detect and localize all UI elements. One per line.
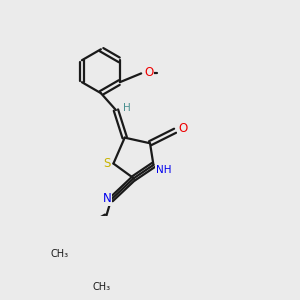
Text: CH₃: CH₃ [92,282,110,292]
Text: O: O [178,122,187,135]
Text: CH₃: CH₃ [50,249,68,260]
Text: NH: NH [156,165,171,175]
Text: S: S [103,157,110,170]
Text: N: N [102,192,111,205]
Text: O: O [144,66,154,79]
Text: H: H [123,103,131,113]
